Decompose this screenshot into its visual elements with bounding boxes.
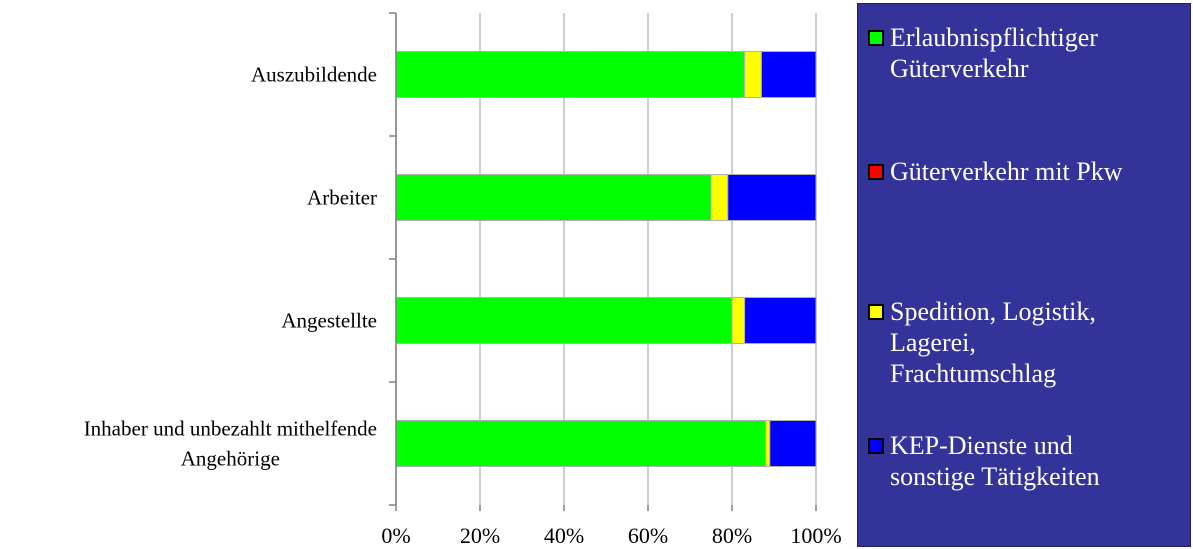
legend-label: KEP-Dienste und sonstige Tätigkeiten [890, 430, 1100, 492]
legend-label: Erlaubnispflichtiger Güterverkehr [890, 22, 1098, 84]
category-label: Angehörige [181, 447, 280, 471]
legend-label-line: Frachtumschlag [890, 359, 1057, 388]
bar-segment [744, 297, 817, 344]
bar-segment [395, 420, 767, 467]
bar-segment [731, 297, 746, 344]
bar-segment [744, 51, 762, 98]
x-tick-label: 0% [381, 523, 410, 548]
bars [395, 51, 817, 467]
bar-segment [769, 420, 817, 467]
legend-swatch [868, 304, 884, 320]
bar-segment [395, 174, 712, 221]
legend-label-line: Lagerei, [890, 328, 976, 357]
legend-item: Güterverkehr mit Pkw [868, 156, 1186, 187]
category-label: Arbeiter [307, 186, 377, 210]
bar-segment [710, 174, 729, 221]
legend-swatch [868, 164, 884, 180]
x-tick-label: 40% [544, 523, 584, 548]
legend-label: Güterverkehr mit Pkw [890, 156, 1123, 187]
bar-segment [727, 174, 817, 221]
category-label: Angestellte [281, 309, 377, 333]
legend-label-line: KEP-Dienste und [890, 431, 1073, 460]
category-label: Inhaber und unbezahlt mithelfende [84, 417, 377, 441]
legend-item: KEP-Dienste und sonstige Tätigkeiten [868, 430, 1186, 492]
legend-swatch [868, 30, 884, 46]
x-tick-label: 80% [712, 523, 752, 548]
legend-item: Erlaubnispflichtiger Güterverkehr [868, 22, 1186, 84]
bar-segment [395, 51, 746, 98]
bar-segment [760, 51, 817, 98]
legend-label-line: Erlaubnispflichtiger [890, 23, 1098, 52]
legend-label-line: Güterverkehr [890, 54, 1029, 83]
x-tick-label: 20% [460, 523, 500, 548]
legend-label-line: Spedition, Logistik, [890, 297, 1096, 326]
axes [389, 12, 817, 511]
category-label: Auszubildende [251, 63, 377, 87]
bar-segment [395, 297, 733, 344]
legend-label: Spedition, Logistik, Lagerei, Frachtumschl… [890, 296, 1096, 389]
legend-label-line: sonstige Tätigkeiten [890, 462, 1100, 491]
chart-legend: Erlaubnispflichtiger Güterverkehr Güterver… [857, 3, 1191, 547]
x-tick-label: 100% [790, 523, 841, 548]
x-tick-label: 60% [628, 523, 668, 548]
legend-label-line: Güterverkehr mit Pkw [890, 157, 1123, 186]
labels: 0% 20% 40% 60% 80% 100% Auszubildende Arbeiter A… [84, 63, 842, 549]
legend-swatch [868, 438, 884, 454]
legend-item: Spedition, Logistik, Lagerei, Frachtumschl… [868, 296, 1186, 389]
bar-segment [765, 420, 771, 467]
